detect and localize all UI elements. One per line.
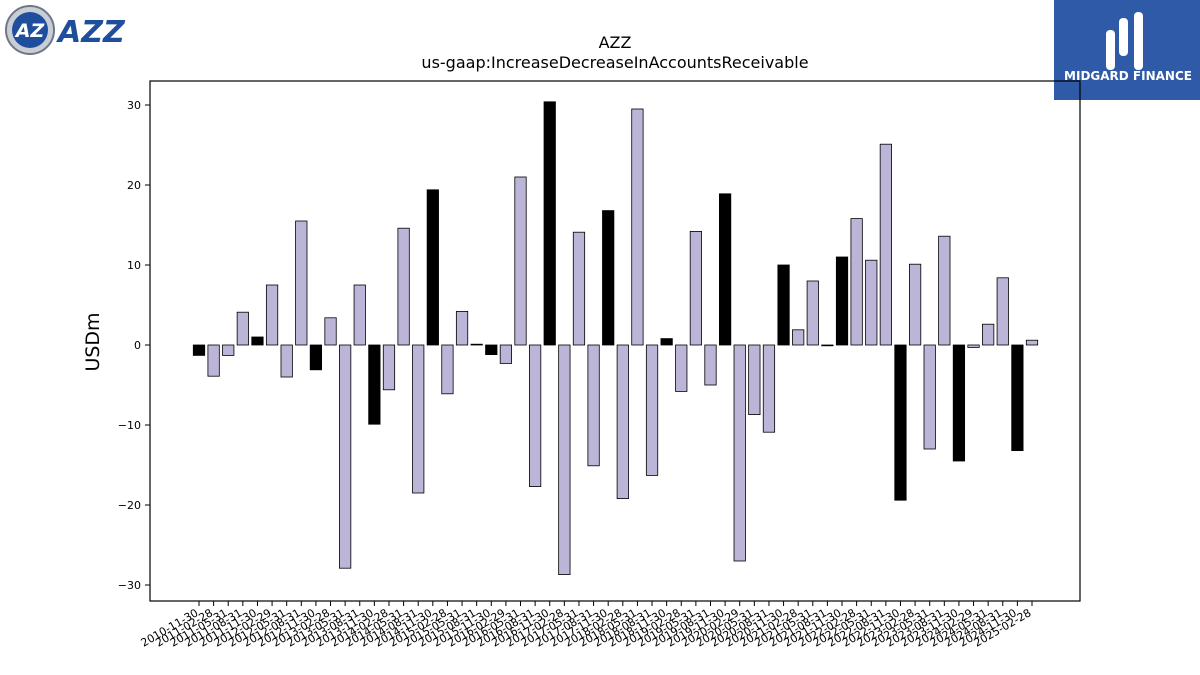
bar-2024-05-31: [982, 323, 995, 346]
y-tick-label: 30: [127, 99, 141, 112]
bar-2020-05-31: [748, 344, 761, 415]
bar-2012-11-30: [309, 344, 323, 371]
bar-2015-11-30: [485, 344, 498, 356]
bar-2011-02-28: [207, 344, 220, 377]
bar-2014-08-31: [412, 344, 425, 494]
y-tick-label: 20: [127, 179, 141, 192]
bar-2022-05-31: [865, 259, 878, 346]
bar-2017-11-30: [602, 210, 615, 346]
bar-2019-08-31: [704, 344, 717, 386]
bar-2024-08-31: [996, 277, 1009, 346]
y-tick-label: −30: [118, 579, 141, 592]
bar-2015-08-31: [470, 343, 483, 346]
bar-2021-05-31: [806, 280, 819, 346]
y-ticks-group: −30 −20 −10 0 10 20 30: [118, 99, 150, 592]
bar-2013-02-28: [324, 317, 337, 346]
bar-2011-05-31: [222, 344, 235, 356]
bar-2013-05-31: [339, 344, 352, 569]
plot-frame: [149, 80, 1081, 602]
bar-2019-05-31: [689, 230, 702, 346]
bar-2023-11-30: [952, 344, 966, 462]
bar-2015-02-28: [441, 344, 454, 395]
bar-2020-11-30: [777, 264, 790, 346]
bar-2019-02-28: [675, 344, 688, 392]
bar-2014-11-30: [426, 189, 439, 346]
midgard-emblem-bar-left: [1106, 30, 1115, 70]
bar-2022-02-28: [850, 218, 863, 346]
midgard-emblem-bar-mid: [1119, 18, 1128, 56]
y-tick-label: 10: [127, 259, 141, 272]
bar-2013-11-30: [368, 344, 381, 425]
bar-2020-08-31: [762, 344, 776, 433]
bar-2021-08-31: [821, 344, 834, 347]
y-tick-label: −10: [118, 419, 141, 432]
bar-2012-02-29: [265, 284, 279, 346]
bar-2020-02-29: [733, 344, 746, 562]
bar-2018-11-30: [660, 338, 673, 346]
bar-2025-02-28: [1025, 339, 1039, 346]
bar-2017-05-31: [572, 231, 586, 346]
bars-group: [192, 101, 1039, 576]
bar-2017-02-28: [558, 344, 571, 576]
azz-logo-mark: AZ: [14, 20, 46, 42]
bar-2015-05-31: [455, 310, 469, 346]
bar-2012-05-31: [280, 344, 293, 378]
bar-2022-11-30: [894, 344, 907, 501]
bar-2018-08-31: [645, 344, 659, 476]
bar-2016-11-30: [543, 101, 556, 346]
bar-2024-02-29: [967, 344, 980, 348]
bar-2022-08-31: [879, 143, 892, 346]
bar-2013-08-31: [353, 284, 366, 346]
bar-2010-11-30: [192, 344, 206, 356]
y-tick-label: 0: [134, 339, 141, 352]
y-tick-label: −20: [118, 499, 141, 512]
y-axis-label: USDm: [82, 312, 104, 371]
bar-2011-11-30: [251, 336, 264, 346]
bar-2017-08-31: [587, 344, 600, 467]
midgard-emblem-bar-right: [1134, 12, 1143, 70]
chart-title: AZZ: [599, 33, 632, 52]
midgard-finance-text: MIDGARD FINANCE: [1064, 69, 1192, 83]
bar-2024-11-30: [1011, 344, 1024, 451]
x-ticks-group: 2010-11-302011-02-282011-05-312011-08-31…: [139, 601, 1034, 650]
bar-2016-05-31: [514, 176, 527, 346]
azz-logo-circle-inner: [12, 12, 48, 48]
midgard-finance-emblem: MIDGARD FINANCE: [1064, 12, 1192, 83]
bar-2014-02-28: [382, 344, 396, 391]
bar-2023-08-31: [938, 235, 951, 346]
bar-2019-11-30: [719, 193, 732, 346]
bar-2023-02-28: [908, 263, 922, 346]
bar-2021-02-28: [792, 329, 805, 346]
bar-2012-08-31: [295, 220, 308, 346]
midgard-finance-logo: MIDGARD FINANCE: [1054, 0, 1200, 100]
chart-subtitle: us-gaap:IncreaseDecreaseInAccountsReceiv…: [421, 53, 808, 72]
bar-2014-05-31: [397, 227, 410, 346]
bar-2016-08-31: [529, 344, 542, 488]
bar-2018-05-31: [631, 108, 644, 346]
bar-2016-02-29: [499, 344, 513, 364]
bar-2011-08-31: [236, 311, 249, 346]
azz-logo: AZ AZZ: [5, 5, 126, 55]
bar-2023-05-31: [923, 344, 936, 450]
azz-logo-text: AZZ: [56, 15, 126, 50]
bar-2021-11-30: [835, 256, 849, 346]
bar-2018-02-28: [616, 344, 629, 500]
